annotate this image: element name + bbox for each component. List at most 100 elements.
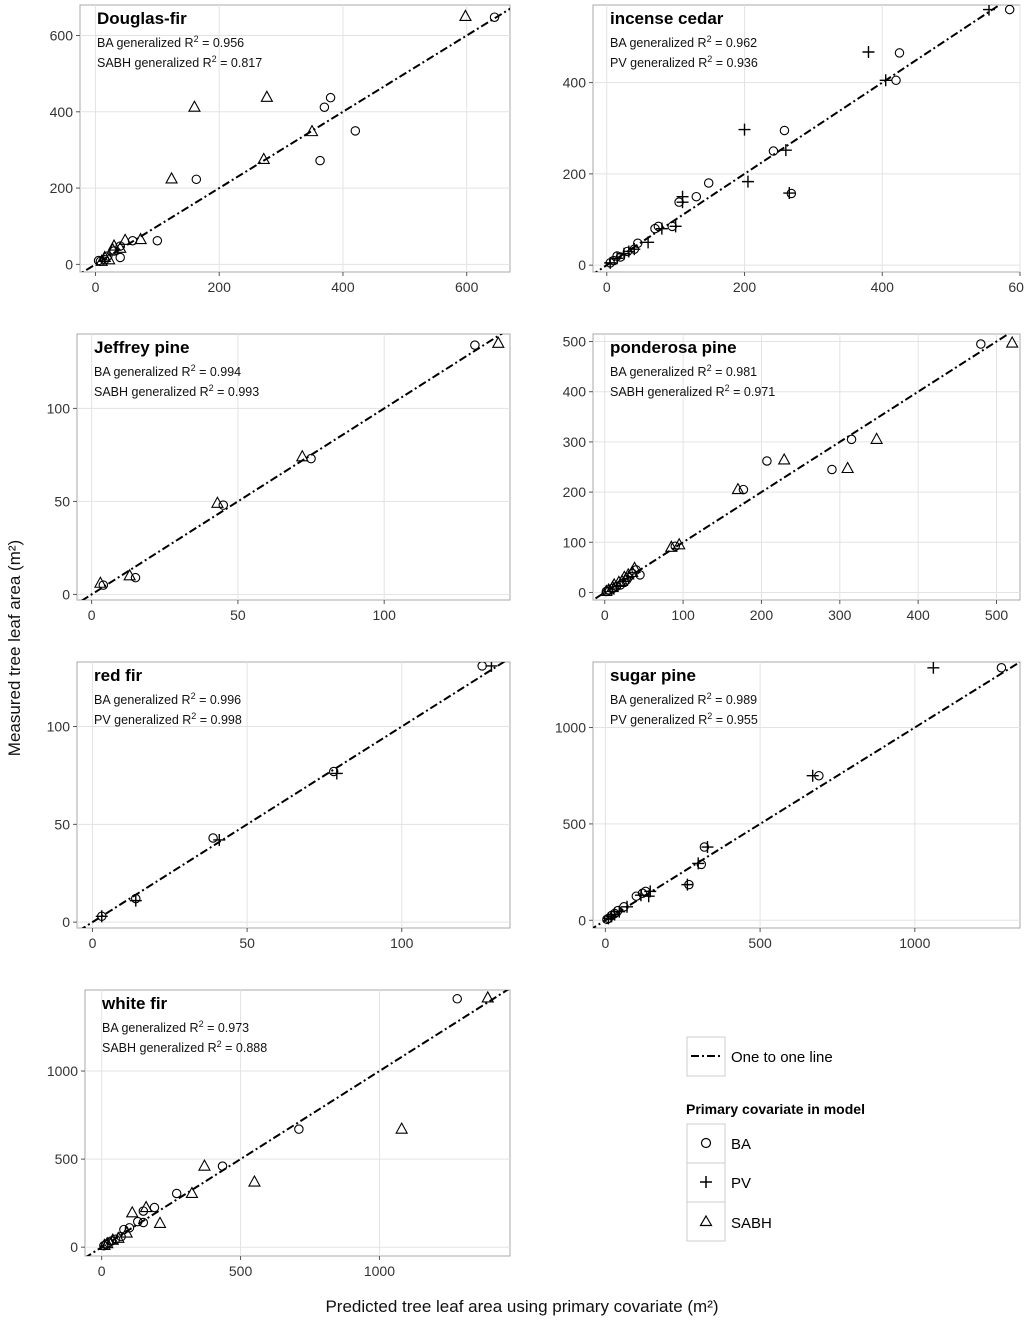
point-ba: [93, 255, 104, 266]
y-tick-label: 500: [563, 816, 587, 832]
r2-annotation: BA generalized R2 = 0.994: [94, 363, 241, 379]
x-tick-label: 500: [229, 1263, 253, 1279]
point-ba: [350, 126, 361, 136]
point-sabh: [106, 1233, 120, 1245]
x-tick-label: 500: [748, 935, 772, 951]
point-ba: [115, 252, 125, 263]
point-pv: [676, 196, 689, 209]
point-pv: [605, 910, 618, 923]
x-tick-label: 1000: [899, 935, 930, 951]
point-pv: [779, 144, 792, 157]
y-tick-label: 1000: [47, 1063, 78, 1079]
r2-annotation: BA generalized R2 = 0.981: [610, 363, 757, 379]
point-ba: [98, 580, 109, 590]
x-tick-label: 100: [390, 935, 414, 951]
y-tick-label: 0: [578, 912, 586, 928]
x-tick-label: 50: [239, 935, 255, 951]
point-pv: [738, 123, 751, 136]
point-pv: [608, 908, 621, 921]
panels: 0 200 400 600 0 200 400 600 Douglas-fir BA genera…: [47, 4, 1024, 1279]
point-sabh: [118, 233, 132, 245]
point-pv: [692, 857, 705, 870]
panel-title: ponderosa pine: [610, 338, 737, 357]
y-tick-label: 400: [563, 384, 587, 400]
y-tick-label: 400: [563, 75, 587, 91]
panel-sugar-pine: 0 500 1000 0 500 1000 sugar pine BA generalized…: [555, 661, 1021, 951]
legend-line-label: One to one line: [731, 1049, 833, 1066]
point-sabh: [120, 1225, 134, 1238]
y-axis-label: Measured tree leaf area (m²): [5, 540, 24, 756]
panel-ponderosa-pine: 0 100 200 300 400 500 0 100 200 300 400 500 ponderos…: [563, 333, 1021, 623]
point-ba: [779, 125, 790, 136]
panel-title: Jeffrey pine: [94, 338, 189, 357]
one-to-one-line: [81, 7, 510, 272]
legend-title: Primary covariate in model: [686, 1101, 865, 1117]
point-pv: [681, 878, 694, 891]
point-ba: [637, 888, 648, 899]
point-ba: [218, 500, 229, 510]
one-to-one-line: [594, 5, 1002, 272]
x-tick-label: 1000: [364, 1263, 395, 1279]
point-sabh: [777, 452, 791, 465]
point-ba: [696, 859, 707, 870]
point-ba: [768, 146, 779, 156]
x-tick-label: 200: [208, 279, 232, 295]
point-sabh: [295, 449, 309, 462]
point-pv: [95, 910, 108, 923]
x-tick-label: 0: [603, 279, 611, 295]
point-pv: [983, 5, 996, 16]
point-ba: [976, 339, 986, 349]
point-sabh: [107, 238, 121, 251]
y-tick-label: 50: [54, 816, 70, 832]
plot-area: [76, 333, 511, 601]
point-pv: [642, 236, 655, 249]
y-tick-label: 200: [563, 166, 587, 182]
point-pv: [611, 252, 624, 265]
point-sabh: [305, 124, 319, 137]
plot-content: [593, 334, 1019, 600]
point-sabh: [95, 254, 109, 266]
point-sabh: [672, 537, 686, 550]
legend-sabh-key-box: [686, 1201, 726, 1242]
panel-red-fir: 0 50 100 0 50 100 red fir BA generalized R2 = 0…: [47, 661, 511, 951]
point-sabh: [459, 9, 472, 21]
point-sabh: [841, 461, 855, 474]
point-ba: [894, 48, 905, 58]
y-tick-label: 200: [50, 180, 74, 196]
legend: One to one line Primary covariate in mod…: [686, 1036, 865, 1242]
point-ba: [703, 178, 714, 188]
x-tick-label: 400: [871, 279, 895, 295]
point-ba: [130, 572, 141, 583]
y-tick-label: 100: [47, 719, 71, 735]
point-ba: [670, 541, 681, 552]
point-pv: [628, 243, 641, 256]
x-tick-label: 500: [985, 607, 1009, 623]
point-ba: [217, 1161, 228, 1171]
y-tick-label: 100: [563, 534, 587, 550]
one-to-one-line: [80, 334, 504, 600]
point-ba: [191, 174, 202, 185]
r2-annotation: BA generalized R2 = 0.996: [94, 691, 241, 707]
point-sabh: [599, 584, 613, 597]
point-ba: [133, 1216, 143, 1227]
point-pv: [622, 245, 635, 258]
point-sabh: [491, 336, 505, 348]
point-ba: [891, 75, 901, 86]
point-ba: [762, 456, 772, 466]
legend-ba-circle-marker: [700, 1137, 712, 1149]
plot-content: [81, 7, 510, 272]
panel-title: red fir: [94, 666, 143, 685]
point-pv: [642, 890, 655, 903]
point-sabh: [98, 1238, 111, 1250]
y-tick-label: 0: [62, 914, 70, 930]
plot-area: [76, 661, 511, 929]
x-tick-label: 100: [671, 607, 695, 623]
panel-title: sugar pine: [610, 666, 696, 685]
point-sabh: [1005, 335, 1019, 348]
plot-area: [79, 4, 511, 273]
x-tick-label: 100: [373, 607, 397, 623]
x-tick-label: 400: [331, 279, 355, 295]
point-ba: [996, 663, 1007, 673]
point-sabh: [93, 576, 107, 588]
